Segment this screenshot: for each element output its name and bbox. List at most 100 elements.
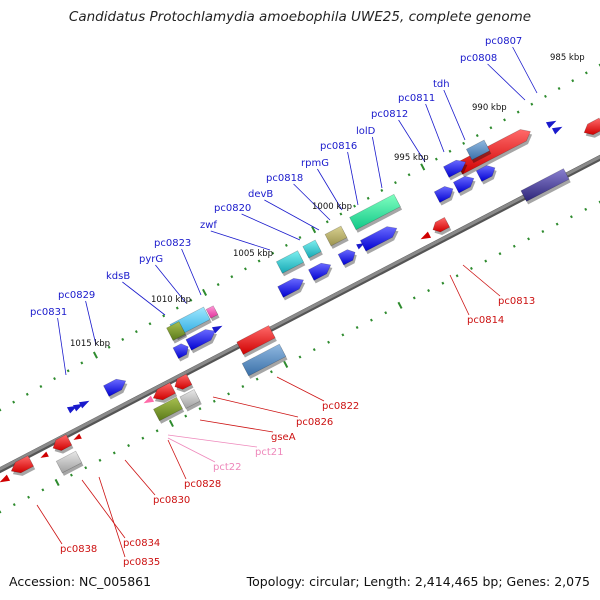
scale-label: 1015 kbp xyxy=(70,339,110,349)
gene-red-edge[interactable] xyxy=(583,117,600,138)
gene-pc0828[interactable] xyxy=(153,396,185,424)
scale-tick xyxy=(155,429,159,433)
gene-pc0820[interactable] xyxy=(275,250,306,277)
feature-blue-triangle[interactable] xyxy=(551,126,563,135)
gene-red-b[interactable] xyxy=(174,373,194,393)
gene-purple[interactable] xyxy=(520,168,571,205)
leader-line xyxy=(241,213,301,241)
gene-label-pc0814: pc0814 xyxy=(467,315,504,326)
gene-blue-7[interactable] xyxy=(337,249,357,269)
gene-body xyxy=(302,239,322,259)
gene-label-pc0838: pc0838 xyxy=(60,544,97,555)
gene-body xyxy=(433,186,454,203)
scale-tick xyxy=(397,301,403,309)
scale-tick xyxy=(0,510,2,514)
gene-label-pct21: pct21 xyxy=(255,447,284,458)
leader-line xyxy=(122,281,166,316)
scale-tick xyxy=(162,314,166,318)
feature-pink-triangle[interactable] xyxy=(143,395,155,404)
gene-body xyxy=(241,343,287,377)
scale-tick xyxy=(516,110,520,114)
scale-label: 985 kbp xyxy=(550,53,585,63)
scale-tick xyxy=(98,458,102,462)
gene-blue-1[interactable] xyxy=(433,186,455,206)
leader-line xyxy=(425,103,445,153)
gene-label-pc0813: pc0813 xyxy=(498,296,535,307)
gene-blue-6[interactable] xyxy=(308,262,333,284)
scale-tick xyxy=(80,361,84,365)
gene-red-upper[interactable] xyxy=(456,129,533,178)
gene-pc0822[interactable] xyxy=(236,325,277,358)
gene-blue-2[interactable] xyxy=(452,175,476,196)
scale-label: 990 kbp xyxy=(472,103,507,113)
scale-tick xyxy=(475,134,479,138)
feature-red-triangle[interactable] xyxy=(0,474,11,483)
scale-tick xyxy=(69,473,73,477)
scale-label: 1000 kbp xyxy=(312,202,352,212)
scale-tick xyxy=(448,149,452,153)
gene-body xyxy=(349,193,401,231)
gene-label-pyrG: pyrG xyxy=(139,254,163,265)
gene-blue-9[interactable] xyxy=(172,343,190,362)
gene-red-c[interactable] xyxy=(52,434,74,454)
gene-steel-small[interactable] xyxy=(465,139,492,163)
gene-body xyxy=(205,305,219,319)
gene-pc0826[interactable] xyxy=(152,382,178,403)
gene-rpmG[interactable] xyxy=(324,225,349,249)
gene-blue-10[interactable] xyxy=(103,378,128,400)
gene-body xyxy=(324,225,348,247)
gene-steel-lower[interactable] xyxy=(241,343,288,379)
gene-body xyxy=(153,396,183,422)
feature-red-triangle[interactable] xyxy=(40,451,49,458)
scale-tick xyxy=(41,488,45,492)
gene-blue-5[interactable] xyxy=(277,278,306,301)
gene-label-pc0826: pc0826 xyxy=(296,417,333,428)
gene-red-d[interactable] xyxy=(10,455,36,476)
scale-tick xyxy=(216,283,220,287)
scale-tick xyxy=(555,222,559,226)
gene-label-pc0816: pc0816 xyxy=(320,141,357,152)
gene-lolD[interactable] xyxy=(349,193,403,233)
gene-body xyxy=(337,249,356,266)
leader-line xyxy=(85,300,97,346)
feature-blue-triangle[interactable] xyxy=(545,120,557,129)
gene-pc0823[interactable] xyxy=(205,305,220,322)
gene-pc0835[interactable] xyxy=(55,450,84,476)
lower-scale-track xyxy=(0,200,600,514)
scale-tick xyxy=(527,237,531,241)
gene-blue-4[interactable] xyxy=(359,226,399,255)
feature-blue-triangle[interactable] xyxy=(78,400,90,409)
leader-line xyxy=(124,459,156,496)
scale-tick xyxy=(366,196,370,200)
gene-blue-3[interactable] xyxy=(475,165,497,185)
scale-tick xyxy=(230,275,234,279)
gene-tdh[interactable] xyxy=(443,159,468,181)
feature-blue-triangle[interactable] xyxy=(211,325,223,334)
gene-kdsB[interactable] xyxy=(166,321,188,344)
gene-body xyxy=(456,129,531,175)
scale-tick xyxy=(202,288,208,296)
gene-label-pc0818: pc0818 xyxy=(266,173,303,184)
scale-tick xyxy=(184,414,188,418)
scale-tick xyxy=(92,351,98,359)
feature-blue-triangle[interactable] xyxy=(356,243,365,250)
gene-label-zwf: zwf xyxy=(200,220,217,231)
feature-red-triangle[interactable] xyxy=(420,231,432,240)
gene-body xyxy=(103,378,127,397)
feature-red-triangle[interactable] xyxy=(73,433,82,440)
gene-body xyxy=(277,278,304,298)
gene-label-pc0807: pc0807 xyxy=(485,36,522,47)
gene-gray-a[interactable] xyxy=(179,389,202,412)
scale-tick xyxy=(394,181,397,185)
scale-tick xyxy=(407,173,411,177)
gene-blue-8[interactable] xyxy=(185,329,217,354)
gene-body xyxy=(275,250,305,274)
leader-line xyxy=(212,396,299,418)
gene-pc0818[interactable] xyxy=(302,239,323,261)
gene-label-pc0808: pc0808 xyxy=(460,53,497,64)
scale-tick xyxy=(255,377,259,381)
gene-pc0813[interactable] xyxy=(432,217,452,235)
gene-body xyxy=(432,217,451,233)
leader-line xyxy=(443,89,466,141)
leader-line xyxy=(398,119,426,163)
